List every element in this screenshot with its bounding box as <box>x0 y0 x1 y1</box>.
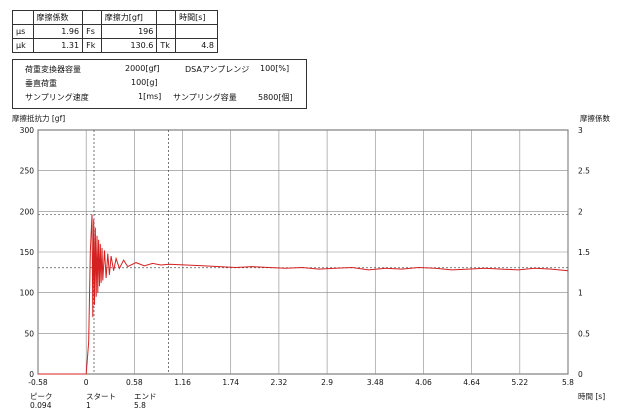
table-row: μs 1.96 Fs 196 <box>12 24 218 39</box>
start-label: スタート <box>86 392 116 401</box>
table-cell: 196 <box>100 24 158 39</box>
sampling-speed-value: 1[ms] <box>138 92 162 101</box>
y2-tick-label: 0 <box>578 370 583 379</box>
y2-tick-label: 2.5 <box>578 167 590 176</box>
x-tick-label: 5.8 <box>562 378 574 387</box>
table-row: μk 1.31 Fk 130.6 Tk 4.8 <box>12 38 218 53</box>
end-value: 5.8 <box>134 401 146 410</box>
vertical-load-label: 垂直荷重 <box>25 79 57 88</box>
y2-tick-label: 0.5 <box>578 329 590 338</box>
y-tick-label: 100 <box>20 289 35 298</box>
table-cell: 4.8 <box>175 38 218 53</box>
x-axis-title: 時間 [s] <box>578 392 606 401</box>
dsa-range-value: 100[%] <box>260 64 290 73</box>
x-tick-label: -0.58 <box>28 378 48 387</box>
y2-tick-label: 3 <box>578 126 583 135</box>
y-tick-label: 150 <box>20 248 35 257</box>
peak-label: ピーク <box>30 392 53 401</box>
y-tick-label: 0 <box>29 370 34 379</box>
y-tick-label: 200 <box>20 207 35 216</box>
x-tick-label: 4.64 <box>463 378 480 387</box>
sampling-capacity-label: サンプリング容量 <box>173 93 237 102</box>
sampling-capacity-value: 5800[個] <box>258 93 293 102</box>
table-cell: 1.31 <box>32 38 84 53</box>
table-cell: 130.6 <box>100 38 158 53</box>
y2-tick-label: 1 <box>578 289 583 298</box>
x-tick-label: 0.58 <box>126 378 143 387</box>
start-value: 1 <box>86 401 91 410</box>
y-tick-label: 50 <box>24 329 34 338</box>
x-tick-label: 0 <box>84 378 89 387</box>
x-tick-label: 4.06 <box>415 378 432 387</box>
load-converter-label: 荷重変換器容量 <box>25 65 81 74</box>
x-tick-label: 5.22 <box>511 378 528 387</box>
x-tick-label: 3.48 <box>367 378 384 387</box>
x-tick-label: 1.74 <box>222 378 239 387</box>
y2-tick-label: 2 <box>578 207 583 216</box>
y-tick-label: 250 <box>20 167 35 176</box>
friction-result-table: 摩擦係数 摩擦力[gf] 時間[s] μs 1.96 Fs 196 μk 1.3… <box>12 10 218 53</box>
dsa-range-label: DSAアンプレンジ <box>185 65 250 74</box>
y2-tick-label: 1.5 <box>578 248 590 257</box>
friction-series-line <box>38 214 569 375</box>
measurement-settings-box: 荷重変換器容量 2000[gf] DSAアンプレンジ 100[%] 垂直荷重 1… <box>12 59 307 109</box>
x-tick-label: 2.9 <box>321 378 333 387</box>
load-converter-value: 2000[gf] <box>125 64 160 73</box>
end-label: エンド <box>134 392 157 401</box>
vertical-load-value: 100[g] <box>131 78 158 87</box>
y2-axis-title: 摩擦係数 <box>580 114 610 123</box>
y-tick-label: 300 <box>20 126 35 135</box>
sampling-speed-label: サンプリング速度 <box>25 93 89 102</box>
peak-value: 0.094 <box>30 401 52 410</box>
y-axis-title: 摩擦抵抗力 [gf] <box>12 114 66 123</box>
x-tick-label: 2.32 <box>271 378 288 387</box>
x-tick-label: 1.16 <box>174 378 191 387</box>
